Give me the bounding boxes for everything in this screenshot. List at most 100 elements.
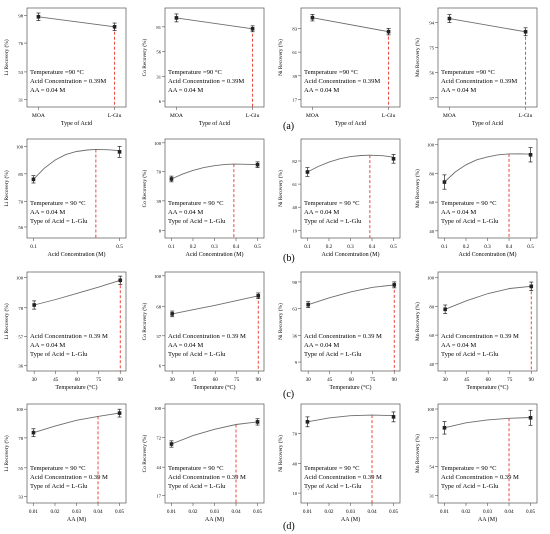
x-axis-label: Type of Acid <box>199 120 230 127</box>
subplot-0-2: 17 39 61 83 MOA L-Glu Type of Acid Ni Recovery … <box>277 7 401 127</box>
y-axis-label: Li Recovery (%) <box>3 39 10 75</box>
x-tick-label: 0.3 <box>211 244 218 250</box>
y-tick-label: 82 <box>292 159 297 164</box>
x-tick-label: 60 <box>213 377 219 383</box>
y-axis-label: Ni Recovery (%) <box>277 170 284 207</box>
subplot-3-3: 31 54 77 100 0.01 0.02 0.03 0.04 0.05 AA (M) Mn Re… <box>414 403 538 523</box>
y-tick-label: 63 <box>292 307 297 312</box>
fit-curve <box>312 17 389 33</box>
y-tick-label: 70 <box>18 199 23 204</box>
annotation-line: AA = 0.04 M <box>441 87 476 94</box>
x-tick-label: 60 <box>75 377 81 383</box>
annotation-line: Temperature = 90 °C <box>168 465 224 472</box>
x-tick-label: 60 <box>486 377 492 383</box>
x-tick-label: 0.5 <box>390 244 397 250</box>
x-tick-label: 45 <box>191 377 197 383</box>
y-axis-label: Mn Recovery (%) <box>414 38 421 77</box>
x-tick-label: 0.01 <box>303 509 312 515</box>
fit-curve <box>444 417 531 429</box>
data-point <box>250 26 255 31</box>
annotation-line: Acid Concentration = 0.39 M <box>304 333 382 340</box>
x-tick-label: 0.02 <box>188 509 197 515</box>
y-tick-label: 36 <box>18 364 23 369</box>
data-point <box>36 14 41 19</box>
data-point <box>392 283 397 287</box>
annotation-line: AA = 0.04 M <box>168 342 203 349</box>
annotation-line: Acid Concentration = 0.39 M <box>441 474 519 481</box>
x-tick-label: 0.2 <box>190 244 197 250</box>
subplot-1-0: 56 70 85 100 0.1 0.5 Acid Concentration (M) Li … <box>3 138 127 258</box>
annotation-line: Temperature = 90 °C <box>30 465 86 472</box>
x-tick-label: 0.1 <box>441 244 448 250</box>
y-axis-label: Co Recovery (%) <box>141 169 148 207</box>
y-tick-label: 60 <box>429 200 434 205</box>
x-tick-label: L-Glu <box>108 113 122 119</box>
data-point <box>169 442 174 446</box>
x-axis-label: Type of Acid <box>472 120 503 127</box>
x-tick-label: 0.2 <box>326 244 333 250</box>
x-tick-label: 0.05 <box>253 509 262 515</box>
x-tick-label: 0.4 <box>233 244 240 250</box>
y-tick-label: 17 <box>156 494 161 499</box>
subplot-2-1: 6 37 68 100 30 45 60 75 90 Temperature (°C) Co Rec… <box>141 271 265 391</box>
plot-frame <box>26 271 127 372</box>
annotation-line: Temperature = 90 °C <box>441 465 497 472</box>
x-tick-label: 75 <box>507 377 513 383</box>
subplot-1-1: 8 39 70 100 0.1 0.2 0.3 0.4 0.5 Acid Concentratio… <box>141 138 265 258</box>
y-tick-label: 94 <box>429 21 434 26</box>
annotation-line: Type of Acid = L-Glu <box>168 218 226 225</box>
annotation-line: Acid Concentration = 0.39 M <box>441 333 519 340</box>
y-axis-label: Li Recovery (%) <box>3 170 10 206</box>
x-tick-label: 30 <box>306 377 312 383</box>
data-point <box>391 157 396 161</box>
x-tick-label: 0.3 <box>484 244 491 250</box>
y-tick-label: 57 <box>18 335 23 340</box>
y-tick-label: 83 <box>292 26 297 31</box>
data-point <box>305 420 310 424</box>
x-axis-label: Temperature (°C) <box>329 384 371 391</box>
x-tick-label: 0.04 <box>231 509 240 515</box>
annotation-line: Type of Acid = L-Glu <box>441 483 499 490</box>
y-tick-label: 56 <box>156 50 161 55</box>
x-tick-label: 90 <box>256 377 262 383</box>
annotation-line: Type of Acid = L-Glu <box>168 351 226 358</box>
annotation-line: AA = 0.04 M <box>304 87 339 94</box>
annotation-line: Temperature =90 °C <box>304 69 358 76</box>
x-axis-label: AA (M) <box>67 516 86 523</box>
x-tick-label: 0.01 <box>440 509 449 515</box>
data-point <box>447 16 452 21</box>
x-tick-label: 0.03 <box>483 509 492 515</box>
annotation-line: Acid Concentration = 0.39 M <box>304 474 382 481</box>
annotation-line: Type of Acid = L-Glu <box>30 483 88 490</box>
x-tick-label: 0.01 <box>167 509 176 515</box>
y-axis-label: Li Recovery (%) <box>3 435 10 471</box>
annotation-line: AA = 0.04 M <box>30 342 65 349</box>
plot-frame <box>300 7 401 108</box>
data-point <box>442 180 447 184</box>
x-axis-label: Temperature (°C) <box>55 384 97 391</box>
x-axis-label: AA (M) <box>341 516 360 523</box>
y-tick-label: 81 <box>156 25 161 30</box>
y-tick-label: 76 <box>18 41 23 46</box>
x-tick-label: MOA <box>306 113 319 119</box>
data-point <box>386 29 391 34</box>
y-tick-label: 70 <box>292 432 297 437</box>
x-tick-label: L-Glu <box>382 113 396 119</box>
y-tick-label: 33 <box>18 494 23 499</box>
subplot-0-1: 6 31 56 81 MOA L-Glu Type of Acid Co Recovery (… <box>141 7 265 127</box>
y-tick-label: 56 <box>18 225 23 230</box>
x-tick-label: L-Glu <box>519 113 533 119</box>
annotation-line: Temperature = 90 °C <box>30 200 86 207</box>
y-tick-label: 10 <box>292 491 297 496</box>
data-point <box>306 302 310 307</box>
annotation-line: AA = 0.04 M <box>168 209 203 216</box>
x-tick-label: 30 <box>443 377 449 383</box>
y-tick-label: 61 <box>292 182 297 187</box>
fit-curve <box>449 18 526 33</box>
fit-curve <box>33 412 120 434</box>
y-tick-label: 100 <box>154 406 162 411</box>
annotation-line: Temperature =90 °C <box>30 69 84 76</box>
x-tick-label: 0.4 <box>506 244 513 250</box>
annotation-line: AA = 0.04 M <box>168 87 203 94</box>
y-axis-label: Mn Recovery (%) <box>414 434 421 473</box>
